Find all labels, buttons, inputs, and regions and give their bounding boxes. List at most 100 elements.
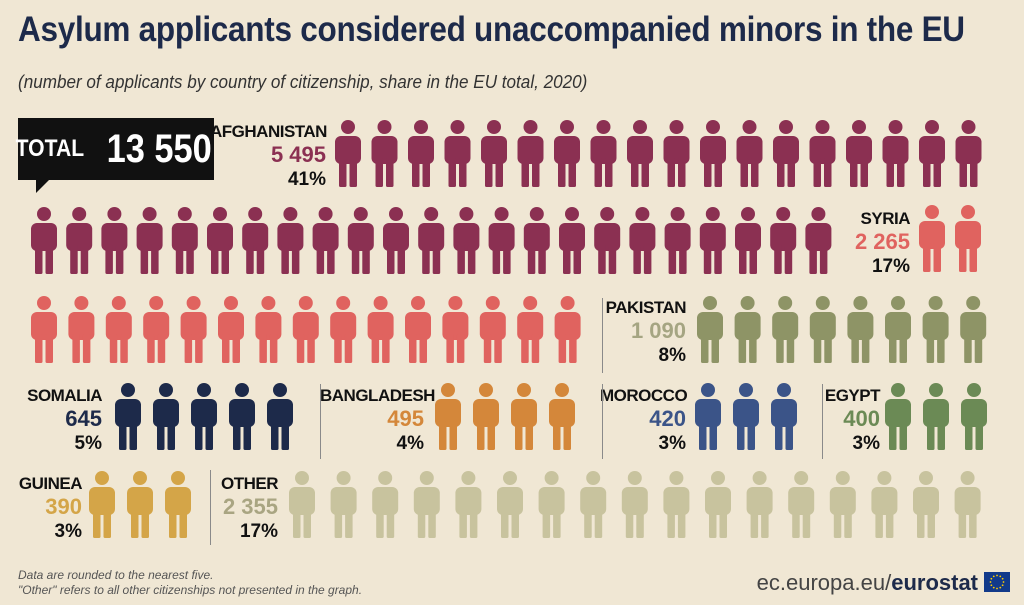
flag-star [992,586,995,589]
other-person-icon [580,471,607,538]
separator [210,470,211,545]
bangladesh-person-icon [435,383,461,450]
afghanistan-person-icon [955,120,982,187]
syria-person-icon [405,296,431,363]
afghanistan-person-icon [919,120,945,187]
country-name: PAKISTAN [605,298,687,317]
afghanistan-person-icon [699,207,726,274]
country-name: SYRIA [860,209,911,228]
afghanistan-person-icon [736,120,763,187]
pakistan-person-icon [734,296,761,363]
morocco-person-icon [695,383,721,450]
afghanistan-person-icon [594,207,621,274]
egypt-person-icon [923,383,949,450]
flag-star [990,584,993,587]
afghanistan-person-icon [882,120,909,187]
country-share: 3% [658,433,686,454]
country-value: 390 [45,494,82,519]
afghanistan-person-icon [312,207,339,274]
total-callout: TOTAL 13 550 [16,118,214,180]
afghanistan-person-icon [664,207,691,274]
country-share: 3% [852,433,880,454]
syria-person-icon [330,296,357,363]
other-person-icon [954,471,981,538]
label-egypt: EGYPT 400 3% [820,386,881,456]
afghanistan-person-icon [347,207,374,274]
bangladesh-person-icon [549,383,575,450]
afghanistan-person-icon [171,207,198,274]
country-value: 420 [649,406,686,431]
country-name: BANGLADESH [320,386,435,405]
afghanistan-person-icon [773,120,799,187]
afghanistan-person-icon [488,207,515,274]
country-name: MOROCCO [600,386,688,405]
syria-person-icon [180,296,207,363]
country-name: GUINEA [18,474,83,493]
flag-star [1001,577,1004,580]
afghanistan-person-icon [136,207,163,274]
flag-star [999,586,1002,589]
pakistan-person-icon [772,296,799,363]
other-person-icon [455,471,482,538]
other-person-icon [330,471,357,538]
country-share: 8% [658,345,686,366]
total-callout-tail [36,179,50,193]
syria-person-icon [31,296,57,363]
other-person-icon [372,471,399,538]
flag-star [1001,584,1004,587]
total-value: 13 550 [106,126,212,171]
footnote-rounding: Data are rounded to the nearest five. [18,568,214,582]
other-person-icon [705,471,731,538]
egypt-person-icon [961,383,987,450]
somalia-person-icon [229,383,255,450]
country-share: 3% [54,521,82,542]
afghanistan-person-icon [481,120,507,187]
syria-person-icon [442,296,469,363]
morocco-person-icon [771,383,797,450]
afghanistan-person-icon [383,207,409,274]
syria-person-icon [143,296,170,363]
pakistan-person-icon [960,296,987,363]
country-share: 17% [239,521,278,542]
egypt-person-icon [885,383,911,450]
label-somalia: SOMALIA 645 5% [18,386,102,456]
pakistan-person-icon [885,296,911,363]
afghanistan-person-icon [523,207,550,274]
somalia-person-icon [115,383,141,450]
afghanistan-person-icon [66,207,93,274]
bangladesh-person-icon [511,383,537,450]
separator [602,384,603,459]
flag-star [989,581,992,583]
flag-star [999,575,1002,578]
other-person-icon [538,471,565,538]
separator [320,384,321,459]
country-share: 4% [396,433,424,454]
syria-person-icon [68,296,95,363]
flag-star [992,575,995,578]
country-value: 495 [387,406,424,431]
afghanistan-person-icon [590,120,617,187]
syria-person-icon [919,205,945,272]
morocco-person-icon [733,383,759,450]
other-person-icon [497,471,523,538]
other-person-icon [913,471,939,538]
syria-person-icon [554,296,581,363]
label-bangladesh: BANGLADESH 495 4% [320,386,435,456]
guinea-person-icon [165,471,191,538]
afghanistan-person-icon [418,207,445,274]
country-name: AFGHANISTAN [210,122,327,141]
afghanistan-person-icon [277,207,304,274]
syria-person-icon [479,296,506,363]
country-value: 5 495 [270,142,326,167]
separator [822,384,823,459]
other-person-icon [788,471,815,538]
flag-star [996,574,998,577]
source-link[interactable]: ec.europa.eu/eurostat [757,570,978,596]
afghanistan-person-icon [31,207,57,274]
other-person-icon [413,471,440,538]
syria-person-icon [517,296,544,363]
other-person-icon [663,471,690,538]
somalia-person-icon [267,383,293,450]
country-value: 2 265 [854,229,910,254]
